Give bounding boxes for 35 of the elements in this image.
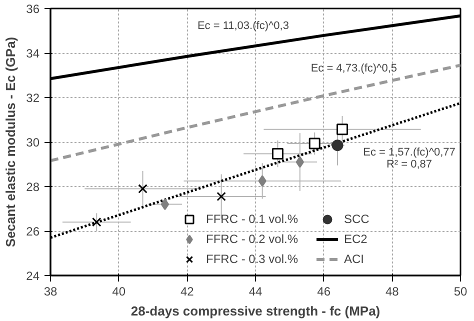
x-axis-title: 28-days compressive strength - fc (MPa): [130, 304, 380, 318]
x-tick-label: 44: [248, 284, 262, 298]
y-tick-label: 30: [26, 136, 40, 150]
legend-label: FFRC - 0.3 vol.%: [206, 252, 300, 266]
legend-label: SCC: [344, 212, 370, 226]
x-tick-label: 50: [454, 284, 468, 298]
x-tick-label: 38: [44, 284, 58, 298]
y-tick-label: 28: [26, 180, 40, 194]
point: [296, 156, 304, 168]
point: [160, 198, 170, 210]
y-tick-label: 24: [26, 269, 40, 283]
point: [138, 184, 148, 194]
x-tick-label: 46: [317, 284, 331, 298]
x-tick-label: 48: [385, 284, 400, 298]
legend-label: FFRC - 0.1 vol.%: [206, 212, 300, 226]
point: [272, 148, 284, 160]
annotation: Ec = 11,03.(fc)^0,3: [197, 20, 289, 32]
x-tick-label: 40: [112, 284, 126, 298]
legend-label: EC2: [344, 232, 368, 246]
point: [336, 124, 348, 136]
point: [258, 175, 266, 187]
annotation: R² = 0,87: [386, 158, 432, 171]
y-tick-label: 32: [26, 91, 40, 105]
point: [308, 138, 320, 150]
annotation: Ec = 4,73.(fc)^0,5: [310, 62, 397, 75]
y-axis-title: Secant elastic modulus - Ec (GPa): [3, 36, 18, 248]
y-tick-label: 34: [26, 46, 40, 60]
y-tick-label: 26: [26, 224, 40, 238]
y-tick-label: 36: [26, 2, 40, 16]
legend-label: FFRC - 0.2 vol.%: [206, 232, 300, 246]
annotation: Ec = 1,57.(fc)^0,77: [363, 146, 456, 159]
point: [216, 192, 226, 202]
legend-label: ACI: [344, 252, 366, 266]
point: [92, 217, 102, 227]
x-tick-label: 42: [180, 284, 194, 298]
